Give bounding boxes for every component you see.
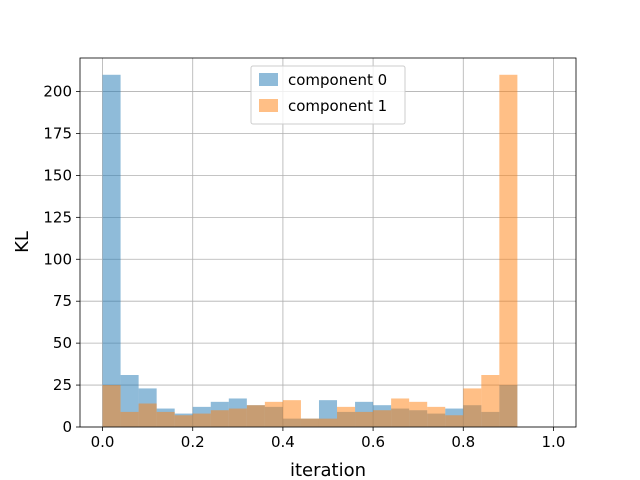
bar-component-1 <box>156 411 175 427</box>
bar-component-1 <box>246 405 265 427</box>
y-tick-label: 25 <box>53 376 72 394</box>
bar-component-1 <box>192 413 211 427</box>
bar-component-1 <box>138 403 157 427</box>
x-tick-label: 0.6 <box>361 433 385 451</box>
y-tick-label: 0 <box>62 418 72 436</box>
legend-swatch-component-0 <box>259 73 278 86</box>
bar-component-1 <box>481 375 500 427</box>
axes <box>79 57 577 428</box>
legend-swatch-component-1 <box>259 99 278 112</box>
x-tick-label: 1.0 <box>542 433 566 451</box>
bar-component-1 <box>409 401 428 427</box>
x-tick-label: 0.0 <box>91 433 115 451</box>
legend: component 0 component 1 <box>250 65 406 125</box>
y-axis-label: KL <box>12 231 33 253</box>
bar-component-1 <box>228 408 247 427</box>
x-tick-label: 0.8 <box>451 433 475 451</box>
x-axis-label: iteration <box>290 460 366 480</box>
y-tick-label: 125 <box>43 208 72 226</box>
bar-component-1 <box>318 418 338 427</box>
bar-component-1 <box>120 411 139 427</box>
bar-component-1 <box>264 401 283 427</box>
x-tick-label: 0.4 <box>271 433 295 451</box>
y-tick-label: 75 <box>53 292 72 310</box>
bar-component-1 <box>427 406 446 427</box>
bar-component-1 <box>391 398 410 427</box>
y-tick-label: 150 <box>43 166 72 184</box>
y-tick-label: 200 <box>43 83 72 101</box>
bar-component-1 <box>300 418 319 427</box>
bar-component-0 <box>102 74 121 427</box>
y-tick-label: 175 <box>43 124 72 142</box>
bar-component-1 <box>102 385 121 427</box>
bar-component-1 <box>282 400 301 427</box>
legend-label-component-1: component 1 <box>288 97 387 115</box>
bar-component-1 <box>210 410 229 427</box>
y-tick-label: 50 <box>53 334 72 352</box>
bar-component-1 <box>337 406 356 427</box>
bar-component-1 <box>463 388 482 427</box>
bars <box>102 74 518 427</box>
bar-component-1 <box>499 74 518 427</box>
plot-frame <box>79 57 577 428</box>
bar-component-1 <box>355 411 374 427</box>
legend-label-component-0: component 0 <box>288 71 387 89</box>
y-tick-label: 100 <box>43 250 72 268</box>
bar-component-1 <box>445 415 464 427</box>
bar-component-1 <box>373 410 392 427</box>
legend-box <box>250 65 406 125</box>
x-tick-label: 0.2 <box>181 433 205 451</box>
bar-component-1 <box>174 415 193 427</box>
ticks: 0.0 0.2 0.4 0.6 0.8 1.0 0 25 50 75 100 125 150 175 200 <box>43 83 565 451</box>
